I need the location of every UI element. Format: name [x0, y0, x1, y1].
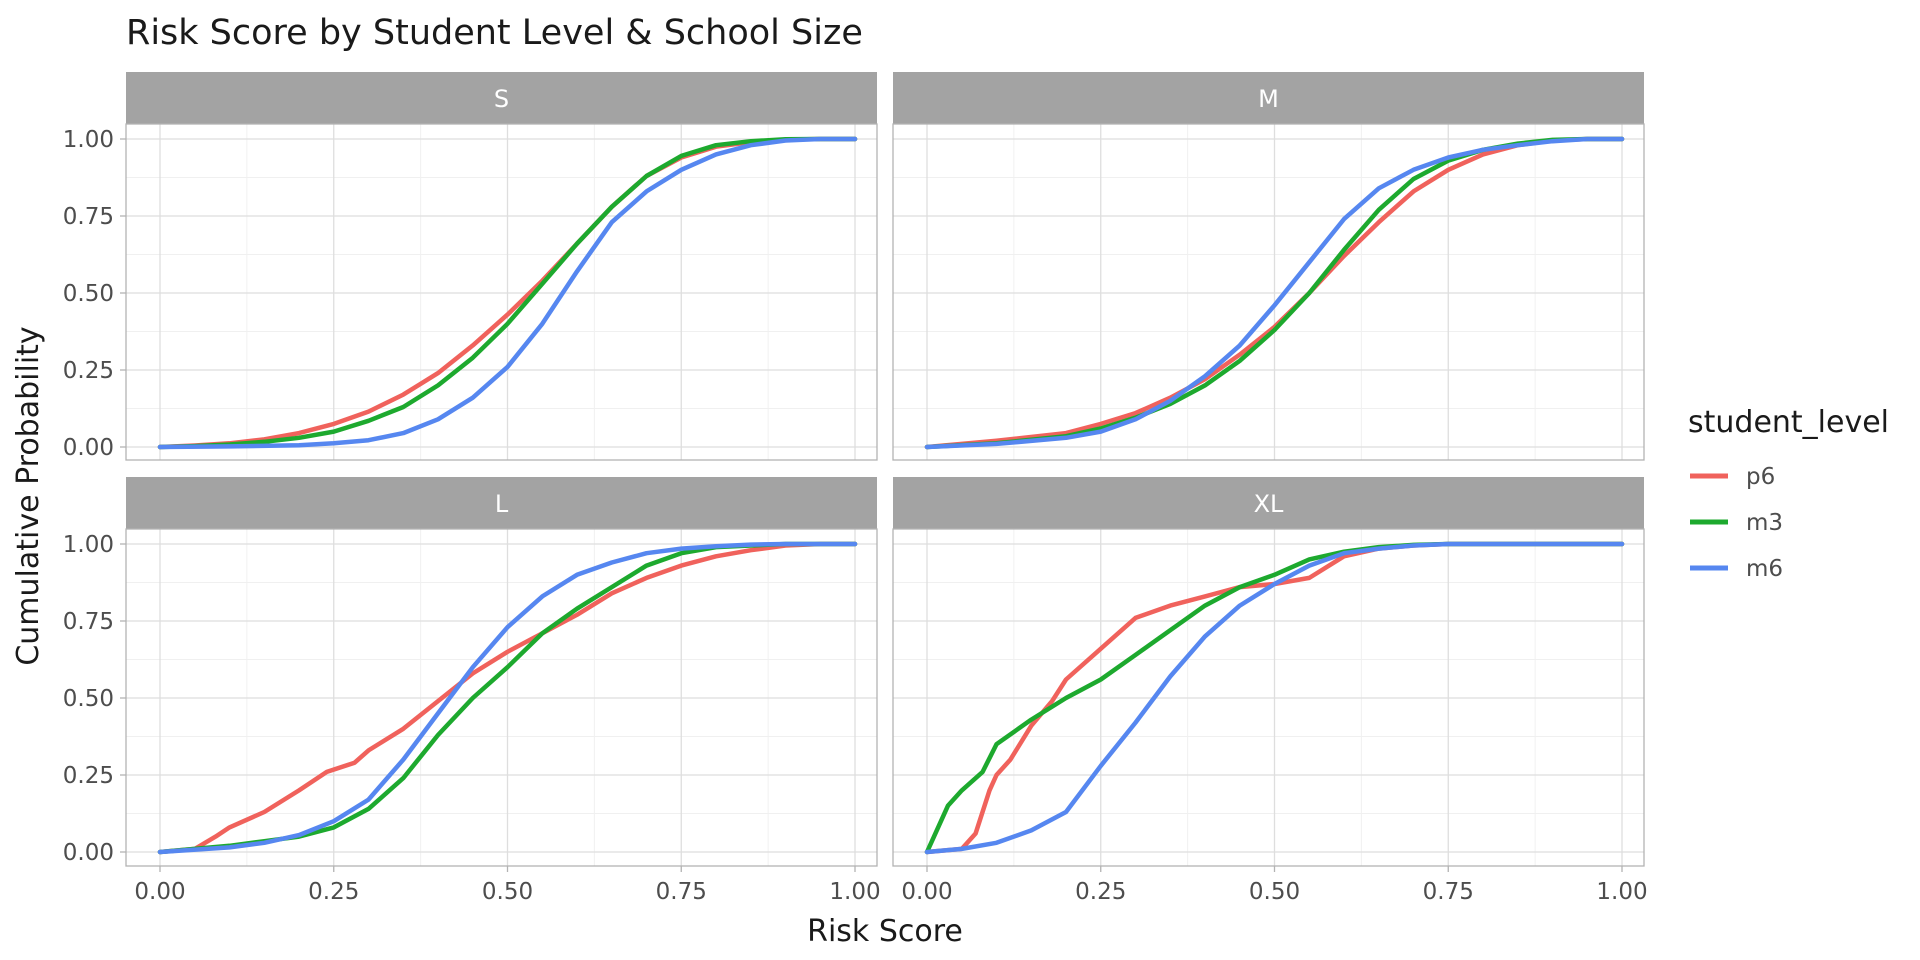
- y-tick-label: 0.75: [63, 204, 114, 230]
- series-line-m6: [924, 136, 1625, 450]
- y-tick-label: 0.25: [63, 763, 114, 789]
- y-tick-label: 1.00: [63, 127, 114, 153]
- facet-strip-label: M: [1258, 85, 1279, 113]
- legend-label-p6: p6: [1746, 464, 1775, 490]
- y-tick-label: 0.00: [63, 435, 114, 461]
- facet-panel-m: M: [892, 72, 1645, 461]
- panel-background: [126, 124, 877, 460]
- y-tick-label: 0.50: [63, 686, 114, 712]
- facet-panels: S 0.00 0.25 0.50 0.75 1.00 M L 0.00 0.25 0.50 0.75 1…: [63, 72, 1648, 905]
- x-tick-label: 0.50: [482, 879, 533, 905]
- series-line-m3: [157, 136, 858, 450]
- y-tick-label: 0.75: [63, 609, 114, 635]
- y-tick-label: 1.00: [63, 532, 114, 558]
- panel-border: [892, 528, 1645, 867]
- series-line-m6: [924, 541, 1625, 855]
- legend-label-m3: m3: [1746, 510, 1783, 536]
- x-tick-label: 1.00: [1596, 879, 1647, 905]
- panel-border: [892, 123, 1645, 461]
- y-tick-label: 0.50: [63, 281, 114, 307]
- facet-strip: [893, 477, 1644, 529]
- y-tick-label: 0.00: [63, 840, 114, 866]
- legend-label-m6: m6: [1746, 556, 1783, 582]
- panel-background: [893, 124, 1644, 460]
- x-tick-label: 1.00: [829, 879, 880, 905]
- facet-strip: [893, 72, 1644, 124]
- legend-title: student_level: [1688, 405, 1889, 440]
- series-line-p6: [157, 541, 858, 855]
- x-tick-label: 0.75: [656, 879, 707, 905]
- x-tick-label: 0.25: [308, 879, 359, 905]
- x-tick-label: 0.25: [1075, 879, 1126, 905]
- legend: student_level p6 m3 m6: [1688, 405, 1889, 582]
- facet-strip: [126, 72, 877, 124]
- facet-strip-label: XL: [1254, 490, 1284, 518]
- x-tick-label: 0.75: [1423, 879, 1474, 905]
- series-line-m6: [157, 136, 858, 450]
- x-axis-title: Risk Score: [807, 914, 963, 949]
- facet-panel-s: S 0.00 0.25 0.50 0.75 1.00: [63, 72, 878, 461]
- x-tick-label: 0.00: [901, 879, 952, 905]
- facet-panel-xl: XL 0.00 0.25 0.50 0.75 1.00: [892, 477, 1648, 905]
- panel-border: [125, 123, 878, 461]
- y-tick-label: 0.25: [63, 358, 114, 384]
- facet-strip: [126, 477, 877, 529]
- facet-strip-label: S: [494, 85, 509, 113]
- series-line-m6: [157, 541, 858, 855]
- y-axis-title: Cumulative Probability: [11, 326, 46, 665]
- x-tick-label: 0.50: [1249, 879, 1300, 905]
- facet-panel-l: L 0.00 0.25 0.50 0.75 1.00 0.00 0.25 0.50 0.75 1.0…: [63, 477, 881, 905]
- facet-strip-label: L: [495, 490, 509, 518]
- chart-title: Risk Score by Student Level & School Siz…: [126, 13, 863, 53]
- x-tick-label: 0.00: [134, 879, 185, 905]
